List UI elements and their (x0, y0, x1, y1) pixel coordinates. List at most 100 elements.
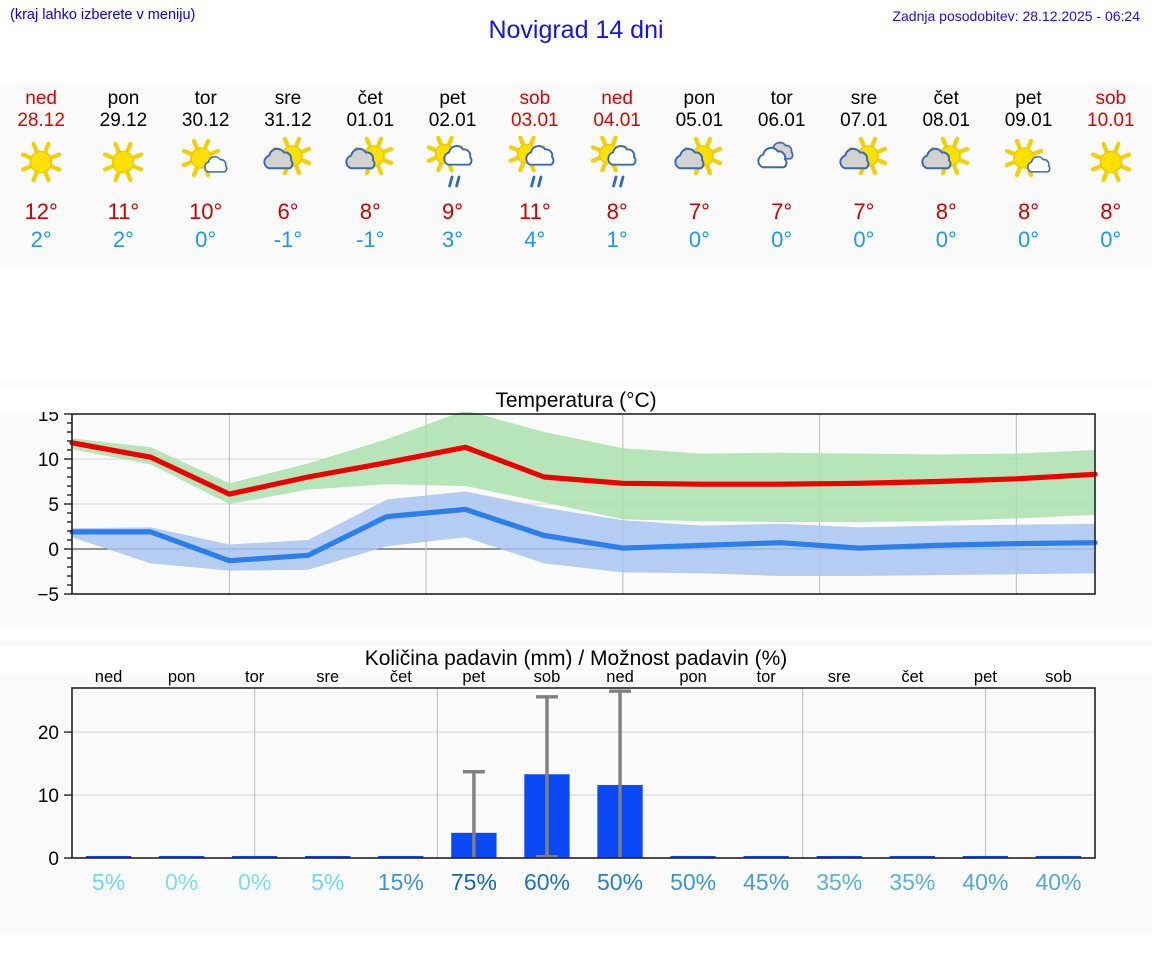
precipitation-error-bar (536, 695, 558, 859)
temperature-series-line (69, 440, 1098, 497)
forecast-day-column[interactable]: sre 31.12 6° -1° (247, 84, 329, 266)
precipitation-day-label: tor (245, 670, 265, 686)
precipitation-day-label: ned (606, 670, 634, 686)
temperature-y-tick-label: 0 (48, 540, 59, 561)
min-temperature-value: 0° (1100, 227, 1122, 252)
temperature-range-band (72, 412, 1095, 522)
min-temperature-value: 0° (1017, 227, 1040, 252)
day-of-week-label: pet (1015, 88, 1042, 109)
day-date-label: 02.01 (428, 110, 477, 131)
precipitation-chart-panel: Količina padavin (mm) / Možnost padavin … (0, 640, 1152, 935)
day-date-label: 01.01 (346, 110, 395, 131)
day-date-label: 07.01 (840, 110, 888, 131)
precipitation-bar (305, 856, 351, 858)
page-title: Novigrad 14 dni (488, 16, 664, 44)
forecast-day-column[interactable]: sob 10.01 8° 0° (1070, 84, 1152, 266)
precipitation-chart-svg: 20 10 0 ned pon tor sre čet pet sob ned pon tor sre če… (38, 670, 1096, 895)
sun-cloud-icon (917, 134, 975, 192)
forecast-day-strip: ned 28.12 12° 2° pon 29.12 11° 2° tor 30.12 10° 0° s… (0, 84, 1152, 266)
day-of-week-label: sre (274, 88, 302, 109)
precipitation-error-bar (609, 689, 631, 858)
precipitation-probability-label: 0% (238, 869, 271, 895)
day-of-week-label: sre (850, 88, 878, 109)
last-updated-label: Zadnja posodobitev: 28.12.2025 - 06:24 (892, 8, 1140, 24)
min-temperature-value: 0° (853, 227, 875, 252)
day-date-label: 31.12 (264, 110, 312, 131)
menu-hint[interactable]: (kraj lahko izberete v meniju) (10, 7, 196, 23)
sun-cloud-rain-icon (588, 134, 646, 192)
sun-cloud-rain-icon (424, 134, 482, 192)
forecast-day-column[interactable]: tor 30.12 10° 0° (165, 84, 247, 266)
max-temperature-value: 12° (24, 199, 58, 224)
precipitation-day-label: pon (168, 670, 196, 686)
precipitation-bar (1035, 856, 1082, 858)
day-of-week-label: čet (357, 88, 383, 109)
max-temperature-value: 8° (1017, 199, 1040, 224)
precipitation-chart-title: Količina padavin (mm) / Možnost padavin … (0, 645, 1152, 673)
precipitation-probability-label: 0% (165, 869, 198, 895)
forecast-day-column[interactable]: sob 03.01 11° 4° (494, 84, 576, 266)
day-of-week-label: pon (683, 88, 716, 109)
temperature-y-tick-label: 5 (48, 495, 59, 516)
forecast-day-column[interactable]: ned 04.01 8° 1° (576, 84, 658, 266)
day-of-week-label: pon (107, 88, 140, 109)
day-date-label: 10.01 (1087, 110, 1135, 131)
precipitation-probability-label: 15% (378, 869, 424, 895)
day-date-label: 30.12 (181, 110, 230, 131)
min-temperature-value: 2° (30, 227, 52, 252)
min-temperature-value: 2° (112, 227, 134, 252)
day-of-week-label: tor (770, 88, 793, 109)
precipitation-probability-label: 5% (92, 869, 125, 895)
overcast-icon (753, 134, 811, 192)
max-temperature-value: 9° (442, 199, 464, 224)
day-date-label: 05.01 (675, 110, 724, 131)
day-date-label: 03.01 (511, 110, 559, 131)
forecast-day-column[interactable]: pon 29.12 11° 2° (82, 84, 164, 266)
day-date-label: 29.12 (99, 110, 148, 131)
precipitation-day-label: sob (1045, 670, 1072, 686)
max-temperature-value: 8° (359, 199, 381, 224)
min-temperature-value: 0° (195, 227, 217, 252)
precipitation-day-label: sre (316, 670, 339, 686)
forecast-day-column[interactable]: tor 06.01 7° 0° (741, 84, 823, 266)
max-temperature-value: 6° (277, 199, 299, 224)
temperature-y-tick-label: −5 (37, 585, 59, 606)
sun-cloud-rain-icon (506, 134, 564, 192)
min-temperature-value: -1° (273, 227, 303, 252)
max-temperature-value: 7° (853, 199, 875, 224)
precipitation-probability-label: 45% (743, 869, 789, 895)
forecast-day-column[interactable]: pon 05.01 7° 0° (658, 84, 740, 266)
precipitation-bar (889, 856, 935, 858)
precipitation-probability-label: 50% (597, 869, 643, 895)
temperature-range-band (72, 491, 1095, 576)
precipitation-day-label: pet (462, 670, 485, 686)
sun-small-cloud-icon (177, 134, 235, 192)
forecast-day-column[interactable]: ned 28.12 12° 2° (0, 84, 82, 266)
forecast-day-column[interactable]: čet 08.01 8° 0° (905, 84, 987, 266)
precipitation-error-bar (462, 770, 485, 858)
precipitation-y-tick-label: 20 (38, 723, 59, 744)
day-date-label: 08.01 (922, 110, 970, 131)
forecast-day-column[interactable]: pet 02.01 9° 3° (411, 84, 493, 266)
temperature-y-tick-label: 15 (38, 412, 59, 426)
precipitation-probability-label: 75% (451, 869, 497, 895)
precipitation-bar (232, 856, 278, 858)
max-temperature-value: 10° (189, 199, 223, 224)
day-date-label: 28.12 (17, 110, 65, 131)
day-of-week-label: sob (1095, 88, 1127, 109)
precipitation-bar (816, 856, 862, 858)
forecast-day-column[interactable]: pet 09.01 8° 0° (987, 84, 1069, 266)
day-of-week-label: sob (519, 88, 551, 109)
day-of-week-label: ned (601, 88, 633, 109)
day-of-week-label: tor (194, 88, 217, 109)
min-temperature-value: 0° (935, 227, 957, 252)
forecast-day-column[interactable]: čet 01.01 8° -1° (329, 84, 411, 266)
sun-cloud-icon (835, 134, 893, 192)
temperature-chart-svg: 15 10 5 0 −5 (37, 412, 1098, 606)
forecast-day-column[interactable]: sre 07.01 7° 0° (823, 84, 905, 266)
temperature-y-tick-label: 10 (38, 450, 59, 471)
precipitation-probability-label: 35% (816, 869, 862, 895)
precipitation-bar (158, 856, 205, 858)
